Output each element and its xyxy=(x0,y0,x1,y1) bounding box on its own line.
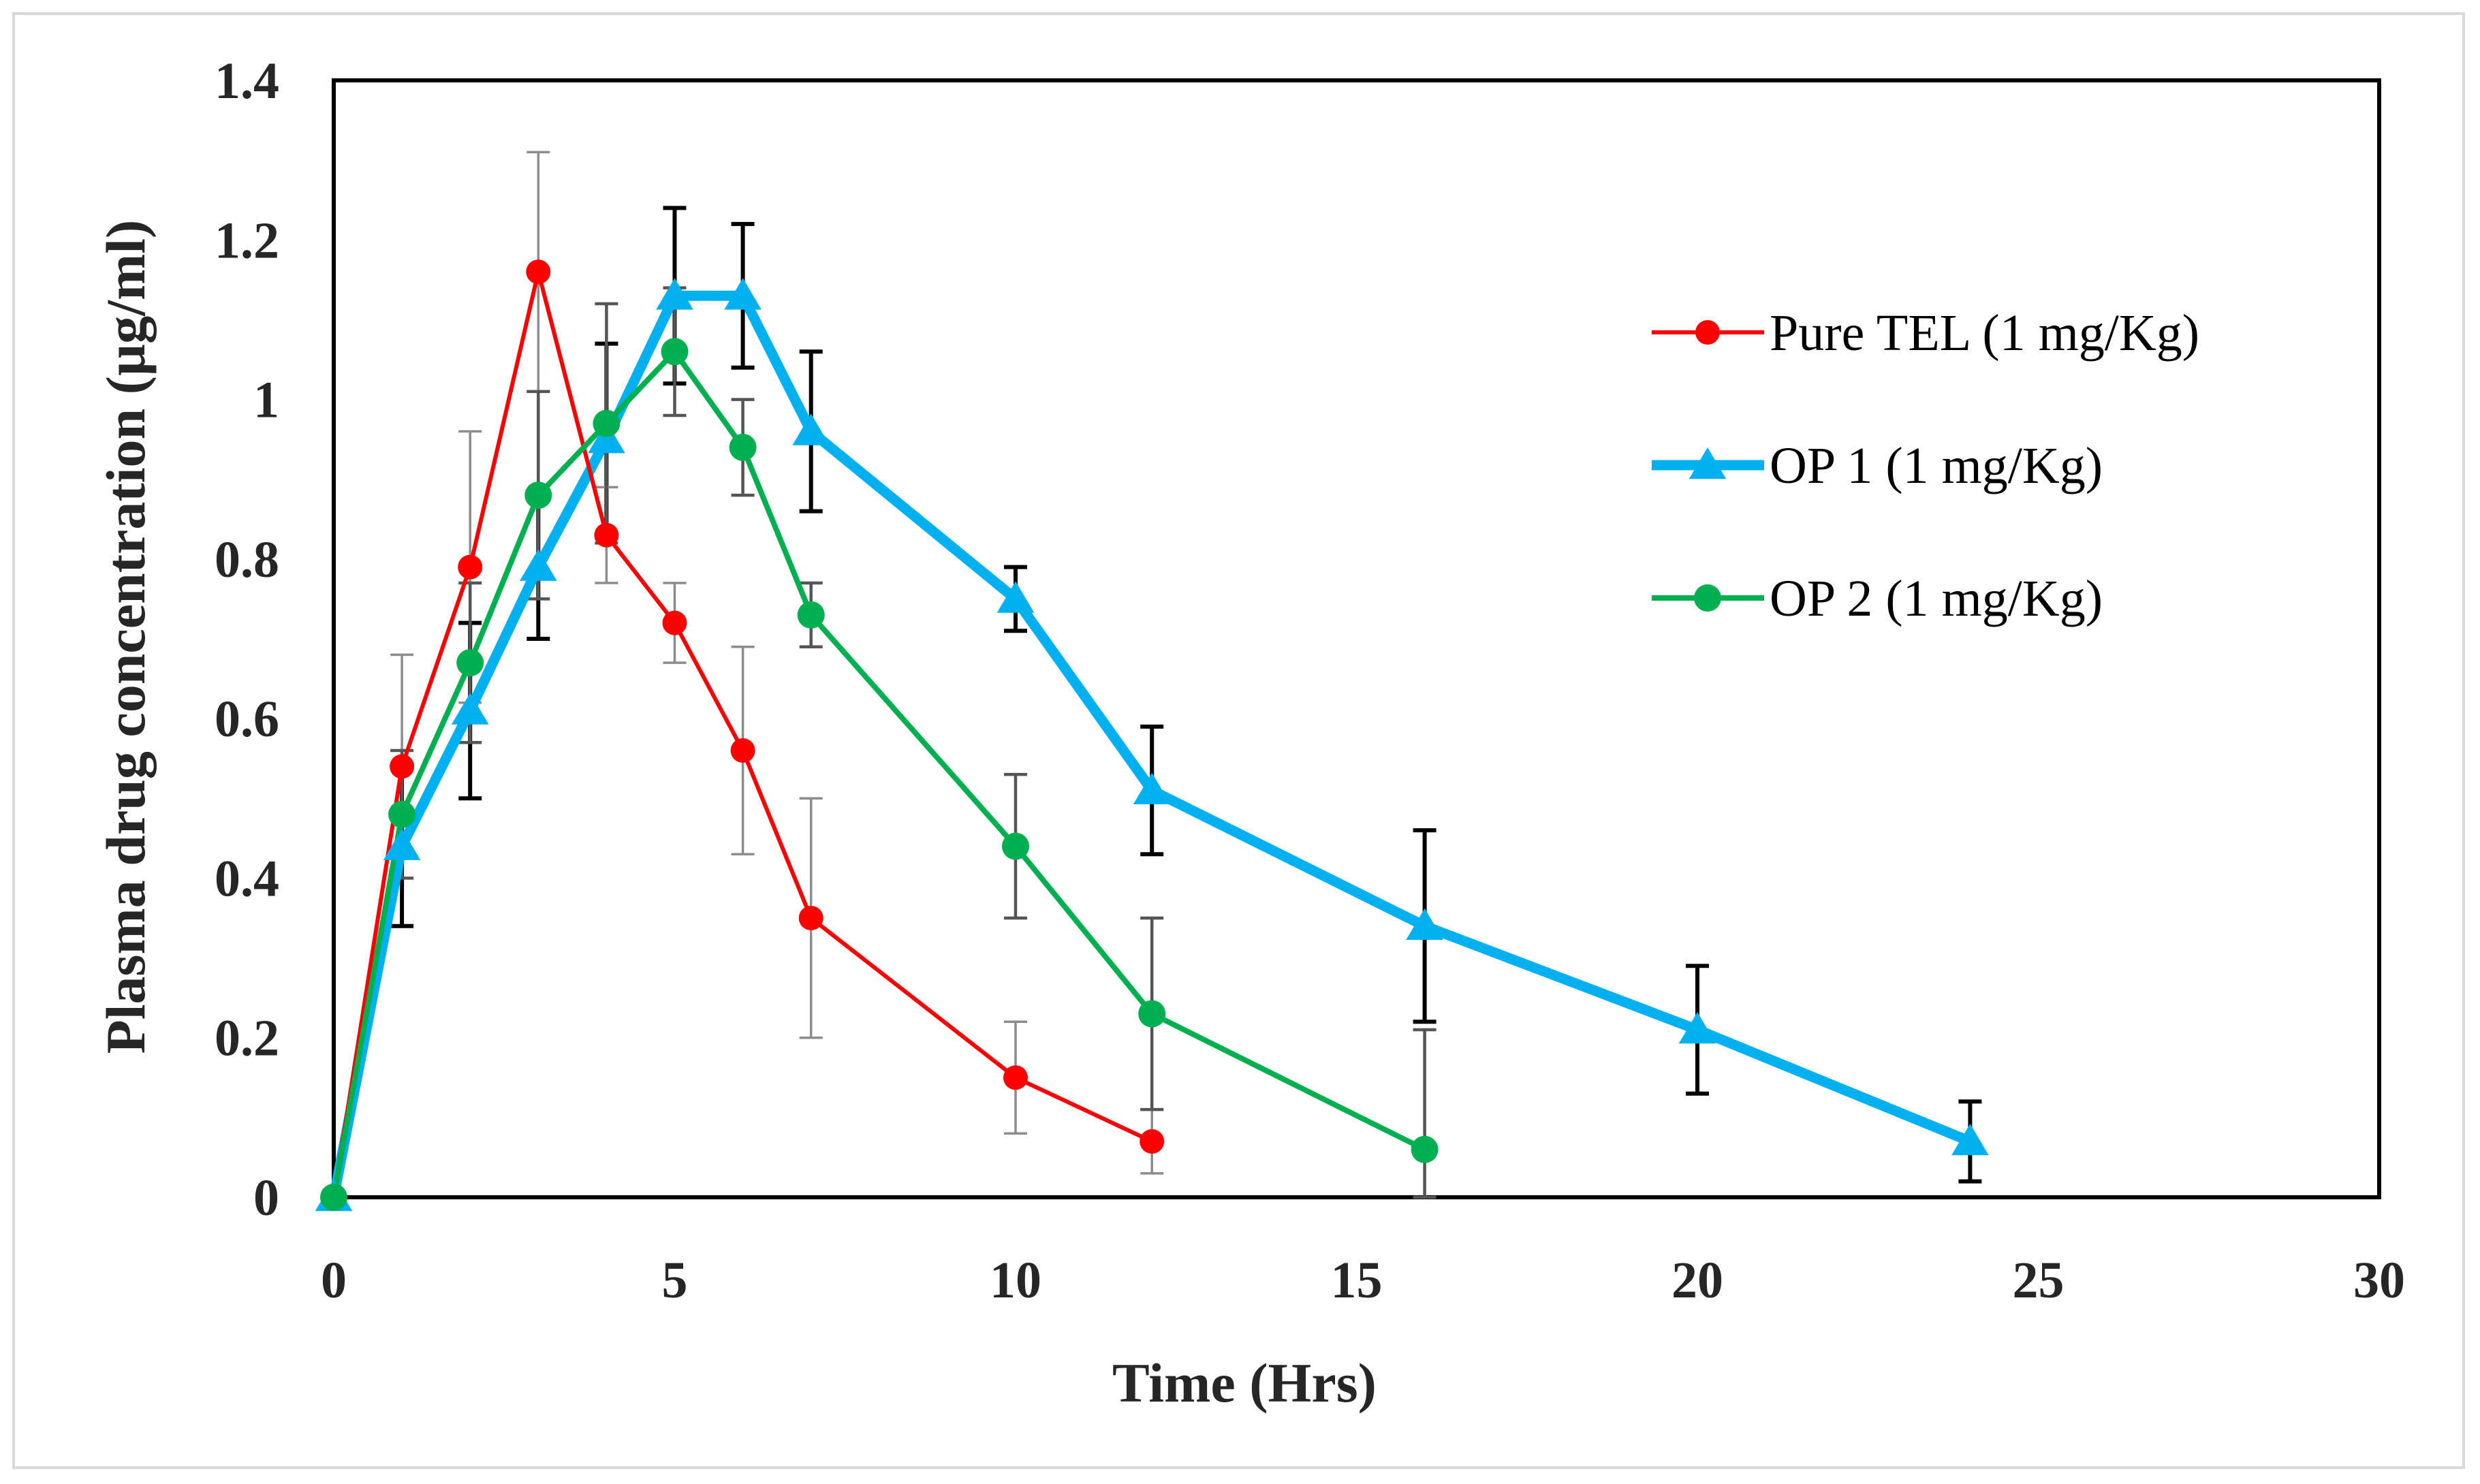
data-point xyxy=(661,338,689,366)
x-tick-label: 30 xyxy=(2353,1252,2405,1309)
legend-marker xyxy=(1694,584,1721,612)
y-tick-label: 1 xyxy=(253,372,279,429)
data-point xyxy=(792,413,830,445)
data-point xyxy=(388,800,416,828)
x-tick-label: 5 xyxy=(662,1252,688,1309)
x-tick-label: 15 xyxy=(1331,1252,1383,1309)
legend-marker xyxy=(1695,320,1720,345)
data-point xyxy=(520,549,557,581)
data-point xyxy=(593,409,621,437)
data-point xyxy=(996,581,1035,613)
data-point xyxy=(526,259,551,285)
legend-item: Pure TEL (1 mg/Kg) xyxy=(1652,304,2199,362)
legend-item: OP 2 (1 mg/Kg) xyxy=(1652,570,2103,627)
y-tick-label: 1.4 xyxy=(215,52,279,110)
x-tick-label: 20 xyxy=(1671,1252,1723,1309)
data-point xyxy=(798,906,823,930)
plot-area xyxy=(332,78,2381,1199)
legend-label: Pure TEL (1 mg/Kg) xyxy=(1770,304,2199,362)
data-point xyxy=(730,738,755,763)
data-point xyxy=(1406,908,1443,940)
data-point xyxy=(1678,1012,1716,1044)
error-bar xyxy=(1413,1028,1437,1199)
data-point xyxy=(656,278,693,310)
data-point xyxy=(1002,832,1029,860)
data-point xyxy=(456,649,484,677)
legend-label: OP 1 (1 mg/Kg) xyxy=(1770,437,2103,494)
x-tick-label: 10 xyxy=(990,1252,1041,1309)
data-point xyxy=(451,693,489,725)
legend-item: OP 1 (1 mg/Kg) xyxy=(1652,437,2103,494)
x-axis-title: Time (Hrs) xyxy=(1112,1352,1377,1414)
data-point xyxy=(1951,1124,1989,1156)
y-tick-label: 0.6 xyxy=(215,691,279,748)
data-point xyxy=(524,481,552,509)
data-point xyxy=(458,554,483,580)
data-point xyxy=(662,610,687,635)
y-tick-label: 1.2 xyxy=(215,212,279,269)
data-point xyxy=(729,433,757,461)
data-point xyxy=(588,422,625,454)
legend: Pure TEL (1 mg/Kg) OP 1 (1 mg/Kg) OP 2 (1 … xyxy=(1652,304,2199,627)
data-point xyxy=(797,601,825,629)
y-tick-label: 0.8 xyxy=(215,531,279,588)
data-point xyxy=(1003,1065,1028,1090)
y-tick-label: 0 xyxy=(253,1169,279,1227)
data-point xyxy=(383,828,421,860)
data-point xyxy=(390,754,415,779)
data-point xyxy=(594,522,619,548)
x-tick-label: 25 xyxy=(2013,1252,2065,1309)
y-axis-title: Plasma drug concentration (µg/ml) xyxy=(95,220,157,1054)
data-point xyxy=(1140,1129,1165,1154)
y-tick-label: 0.4 xyxy=(215,850,279,907)
data-point xyxy=(1133,772,1171,804)
x-tick-label: 0 xyxy=(321,1252,347,1309)
legend-marker xyxy=(1689,447,1727,479)
legend-label: OP 2 (1 mg/Kg) xyxy=(1770,570,2103,627)
data-point xyxy=(320,1184,347,1211)
data-point xyxy=(1138,1000,1166,1028)
series-line xyxy=(332,270,1153,1198)
data-point xyxy=(724,278,762,310)
y-tick-label: 0.2 xyxy=(215,1010,279,1067)
data-point xyxy=(1411,1135,1439,1163)
